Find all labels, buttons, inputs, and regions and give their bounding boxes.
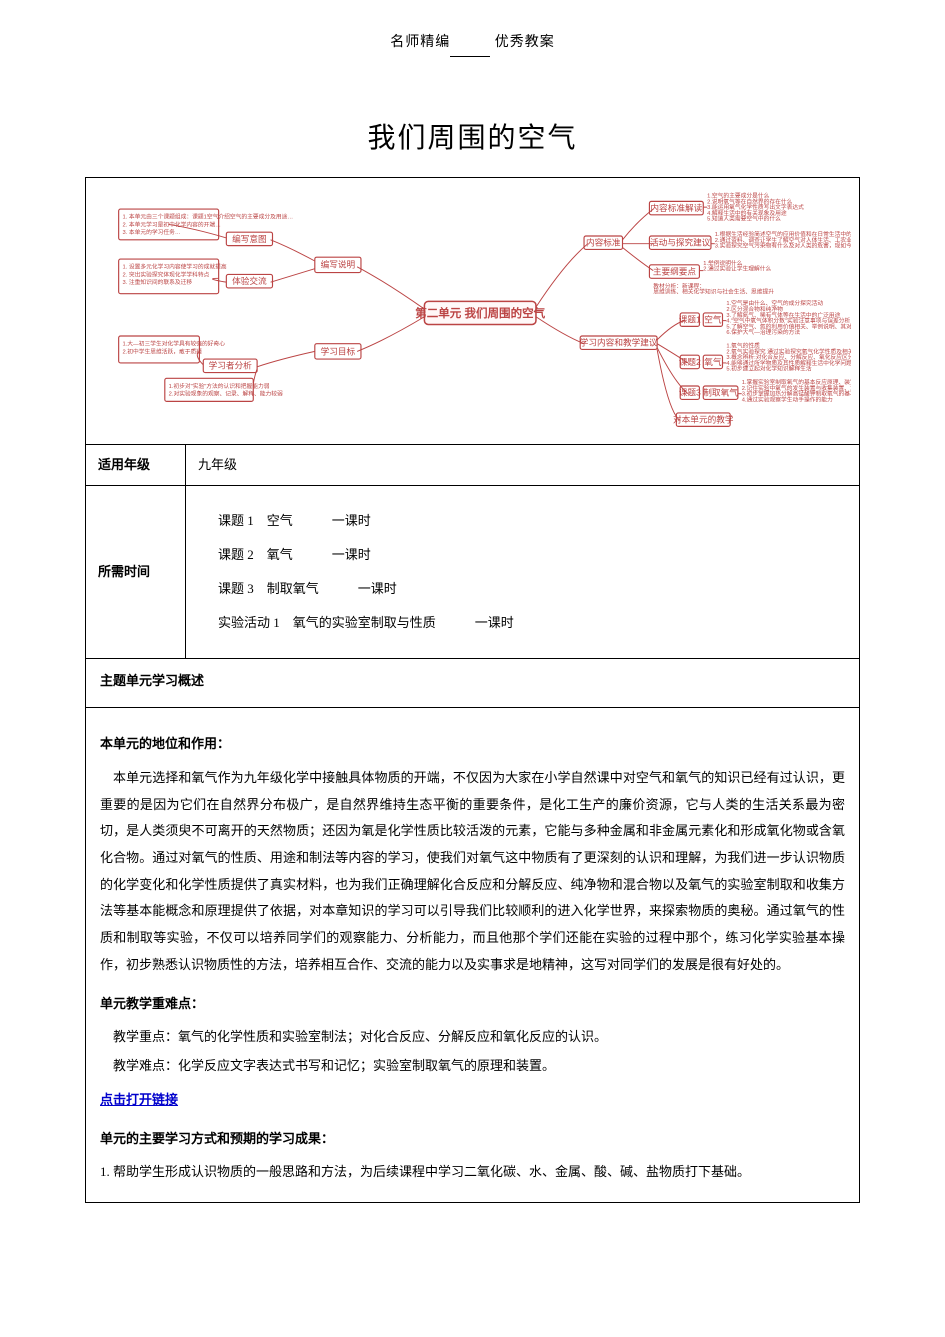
svg-text:5.知道人类需要空气中的什么: 5.知道人类需要空气中的什么	[707, 214, 781, 222]
key-focus: 教学重点：氧气的化学性质和实验室制法；对化合反应、分解反应和氧化反应的认识。	[100, 1025, 845, 1050]
mm-left-0: 编写说明	[321, 259, 356, 270]
header-blank	[450, 56, 490, 57]
position-body: 本单元选择和氧气作为九年级化学中接触具体物质的开端，不仅因为大家在小学自然课中对…	[100, 765, 845, 978]
grade-value: 九年级	[186, 444, 860, 486]
position-head: 本单元的地位和作用：	[100, 732, 845, 757]
mindmap-center: 第二单元 我们周围的空气	[415, 306, 545, 320]
overview-body-block: 本单元的地位和作用： 本单元选择和氧气作为九年级化学中接触具体物质的开端，不仅因…	[85, 708, 860, 1203]
svg-text:内容标准解读: 内容标准解读	[650, 202, 702, 213]
svg-text:内容标准: 内容标准	[586, 236, 621, 247]
svg-text:课题2: 课题2	[679, 357, 701, 367]
svg-text:对本单元的教学: 对本单元的教学	[673, 413, 734, 424]
svg-text:5.初步建立起对化学知识解释生活: 5.初步建立起对化学知识解释生活	[726, 364, 812, 372]
svg-text:1.大—初三学生对化学具有较强的好奇心: 1.大—初三学生对化学具有较强的好奇心	[123, 339, 226, 347]
svg-text:思维训练、相关化学知识与社会生活、思维提升: 思维训练、相关化学知识与社会生活、思维提升	[653, 287, 774, 295]
svg-text:6.保护大气—治理污染的方法: 6.保护大气—治理污染的方法	[726, 328, 800, 336]
outcome-head: 单元的主要学习方式和预期的学习成果：	[100, 1127, 845, 1152]
svg-text:3.实验探究空气污染物有什么及对人类的危害，现如今…: 3.实验探究空气污染物有什么及对人类的危害，现如今…	[715, 241, 851, 249]
mindmap-container: 第二单元 我们周围的空气 编写说明 编写意图 1. 本单元由三个课题组成：课题1…	[85, 177, 860, 444]
svg-text:2.对实验现象的观察、记录、解释、能力较弱: 2.对实验现象的观察、记录、解释、能力较弱	[169, 389, 283, 397]
svg-text:1. 本单元由三个课题组成：课题1空气介绍空气的主要成分及用: 1. 本单元由三个课题组成：课题1空气介绍空气的主要成分及用途…	[123, 212, 294, 220]
header-left: 名师精编	[390, 35, 450, 50]
svg-text:2. 本单元学习是初中化学内容的开端…: 2. 本单元学习是初中化学内容的开端…	[123, 220, 221, 228]
svg-text:氧气: 氧气	[704, 356, 722, 367]
svg-text:2. 突出实验探究体现化学学科特点: 2. 突出实验探究体现化学学科特点	[123, 270, 210, 278]
mindmap-svg: 第二单元 我们周围的空气 编写说明 编写意图 1. 本单元由三个课题组成：课题1…	[94, 186, 851, 436]
table-row: 所需时间 课题 1 空气 一课时 课题 2 氧气 一课时 课题 3 制取氧气 一…	[86, 486, 860, 658]
lesson-line: 实验活动 1 氧气的实验室制取与性质 一课时	[218, 606, 827, 640]
svg-text:2.初中学生思维活跃，敢于质疑: 2.初中学生思维活跃，敢于质疑	[123, 347, 203, 355]
info-table: 适用年级 九年级 所需时间 课题 1 空气 一课时 课题 2 氧气 一课时 课题…	[85, 444, 860, 659]
page-header: 名师精编 优秀教案	[85, 30, 860, 57]
lessons-cell: 课题 1 空气 一课时 课题 2 氧气 一课时 课题 3 制取氧气 一课时 实验…	[186, 486, 860, 658]
header-right: 优秀教案	[495, 35, 555, 50]
key-diff: 教学难点：化学反应文字表达式书写和记忆；实验室制取氧气的原理和装置。	[100, 1054, 845, 1079]
outcome-1: 1. 帮助学生形成认识物质的一般思路和方法，为后续课程中学习二氧化碳、水、金属、…	[100, 1160, 845, 1185]
page-title: 我们周围的空气	[85, 112, 860, 165]
svg-text:3. 注重知识间的联系及迁移: 3. 注重知识间的联系及迁移	[123, 278, 193, 286]
svg-text:活动与探究建议: 活动与探究建议	[650, 236, 711, 247]
svg-text:编写意图: 编写意图	[232, 233, 267, 244]
open-link[interactable]: 点击打开链接	[100, 1088, 845, 1113]
time-label: 所需时间	[86, 486, 186, 658]
lesson-line: 课题 2 氧气 一课时	[218, 538, 827, 572]
overview-header-block: 主题单元学习概述	[85, 659, 860, 709]
svg-text:学习者分析: 学习者分析	[209, 359, 253, 370]
table-row: 适用年级 九年级	[86, 444, 860, 486]
overview-title: 主题单元学习概述	[100, 669, 845, 694]
svg-text:学习目标: 学习目标	[321, 345, 356, 356]
svg-text:课题3: 课题3	[679, 387, 701, 397]
svg-text:空气: 空气	[704, 313, 722, 324]
svg-text:3. 本单元的学习任务…: 3. 本单元的学习任务…	[123, 228, 181, 236]
svg-text:2.通过实验让学生理解什么: 2.通过实验让学生理解什么	[703, 264, 771, 272]
svg-text:体验交流: 体验交流	[232, 275, 267, 286]
lesson-line: 课题 1 空气 一课时	[218, 504, 827, 538]
lesson-line: 课题 3 制取氧气 一课时	[218, 572, 827, 606]
svg-text:1.初步对"实验"方法的认识和把握能力弱: 1.初步对"实验"方法的认识和把握能力弱	[169, 382, 270, 390]
svg-text:学习内容和教学建议: 学习内容和教学建议	[580, 336, 658, 347]
svg-text:制取氧气: 制取氧气	[703, 386, 738, 397]
grade-label: 适用年级	[86, 444, 186, 486]
key-head: 单元教学重难点：	[100, 992, 845, 1017]
svg-text:4.通过实验观察学生动手操作的能力: 4.通过实验观察学生动手操作的能力	[742, 395, 833, 403]
svg-text:1. 设置多元化学习内容使学习的成就提高: 1. 设置多元化学习内容使学习的成就提高	[123, 262, 227, 270]
svg-text:主要纲要点: 主要纲要点	[653, 265, 697, 276]
svg-text:课题1: 课题1	[679, 314, 701, 324]
